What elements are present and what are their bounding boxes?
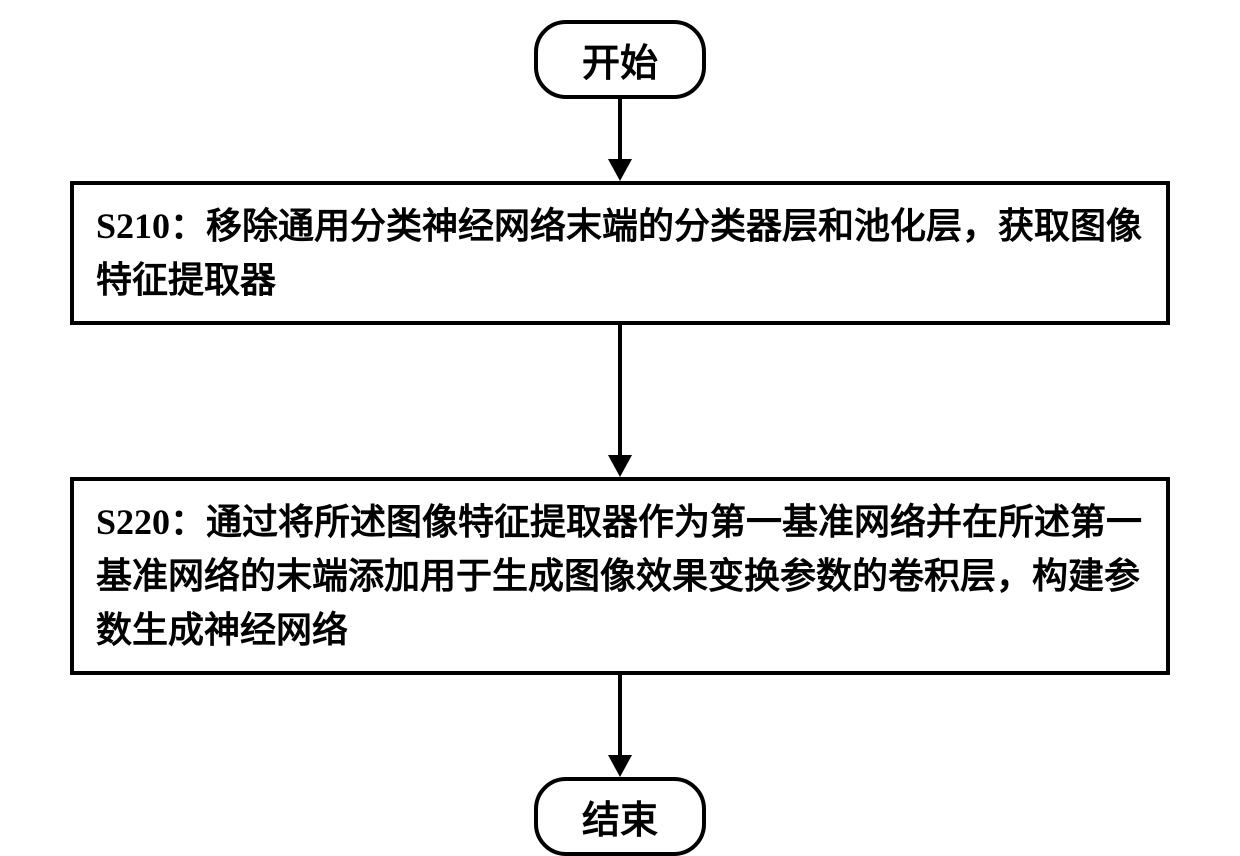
arrow-3 (608, 675, 632, 777)
flowchart-container: 开始 S210：移除通用分类神经网络末端的分类器层和池化层，获取图像特征提取器 … (70, 20, 1170, 856)
arrow-2 (608, 325, 632, 477)
arrow-1 (608, 99, 632, 181)
end-terminal: 结束 (534, 777, 706, 856)
process-s210: S210：移除通用分类神经网络末端的分类器层和池化层，获取图像特征提取器 (70, 181, 1170, 325)
s220-label: S220：通过将所述图像特征提取器作为第一基准网络并在所述第一基准网络的末端添加… (96, 502, 1142, 650)
arrow-head-3 (608, 755, 632, 777)
arrow-head-2 (608, 455, 632, 477)
start-terminal: 开始 (534, 20, 706, 99)
arrow-line-1 (618, 99, 622, 159)
s210-label: S210：移除通用分类神经网络末端的分类器层和池化层，获取图像特征提取器 (96, 206, 1142, 300)
process-s220: S220：通过将所述图像特征提取器作为第一基准网络并在所述第一基准网络的末端添加… (70, 477, 1170, 675)
end-label: 结束 (582, 800, 658, 842)
arrow-head-1 (608, 159, 632, 181)
arrow-line-2 (618, 325, 622, 455)
arrow-line-3 (618, 675, 622, 755)
start-label: 开始 (582, 43, 658, 85)
